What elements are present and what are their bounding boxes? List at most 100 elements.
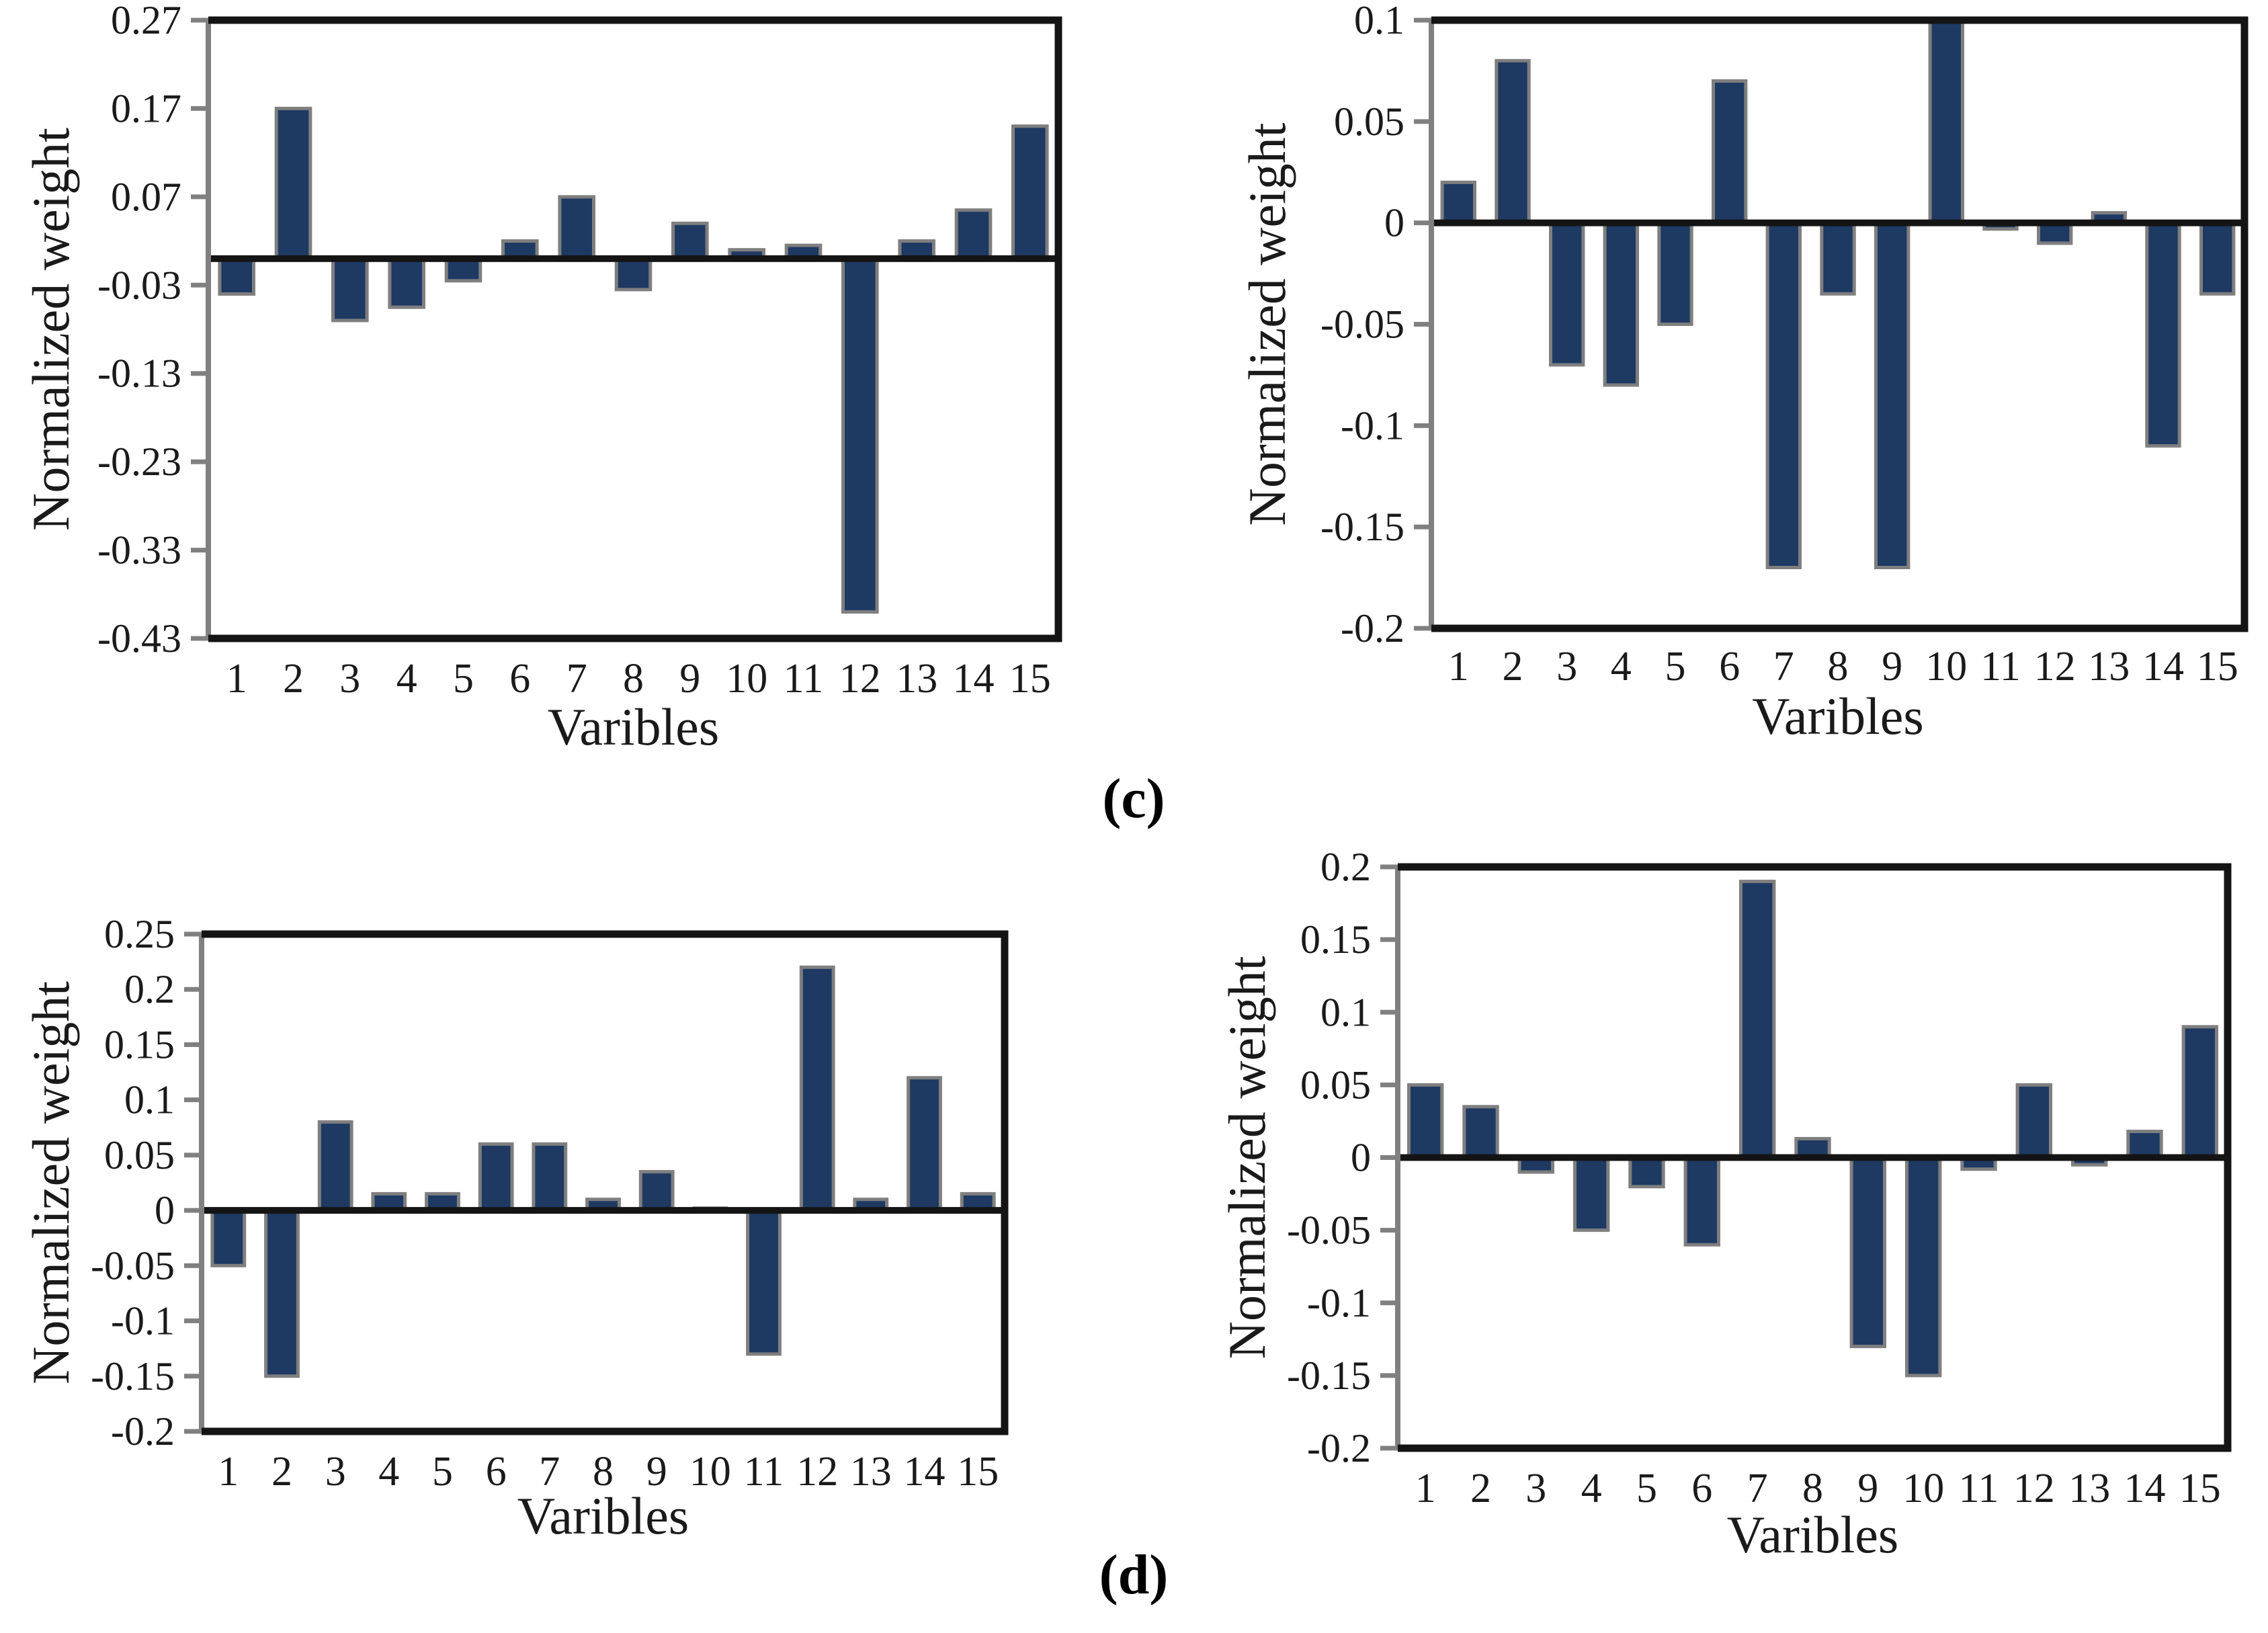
bar-1 xyxy=(210,1208,247,1267)
y-tick-label: -0.2 xyxy=(1307,1426,1371,1470)
x-tick-label: 7 xyxy=(1747,1466,1768,1511)
x-tick-label: 10 xyxy=(726,656,767,702)
x-tick-label: 9 xyxy=(1882,644,1902,689)
x-tick-label: 7 xyxy=(539,1449,560,1495)
y-tick-label: 0.17 xyxy=(111,86,181,130)
x-tick-label: 6 xyxy=(1691,1466,1712,1511)
y-tick-label: -0.05 xyxy=(1320,302,1404,347)
x-tick-label: 6 xyxy=(1719,644,1740,689)
bar-8 xyxy=(1820,221,1856,296)
x-tick-label: 13 xyxy=(850,1449,892,1495)
x-tick-label: 11 xyxy=(1980,644,2021,689)
x-tick-label: 14 xyxy=(2142,644,2184,689)
bar-4 xyxy=(1573,1156,1610,1232)
x-tick-label: 8 xyxy=(593,1449,614,1495)
panel-label-d: (d) xyxy=(1099,1544,1169,1606)
y-tick-label: -0.15 xyxy=(91,1354,175,1398)
y-tick-label: 0.25 xyxy=(104,912,175,956)
x-tick-label: 14 xyxy=(953,656,995,702)
bar-14 xyxy=(2145,221,2181,448)
x-tick-label: 15 xyxy=(2179,1466,2221,1511)
x-tick-label: 5 xyxy=(1636,1466,1657,1511)
x-tick-label: 8 xyxy=(1828,644,1849,689)
bar-7 xyxy=(558,195,596,261)
bar-chart-c-left: 0.27 0.17 0.07 -0.03 -0.13 -0.23 -0.33 -0.43 1 2 3… xyxy=(20,0,1089,766)
y-tick-label: -0.03 xyxy=(97,263,181,307)
bar-12 xyxy=(2037,221,2073,245)
x-tick-label: 5 xyxy=(432,1449,453,1495)
y-tick-label: 0.2 xyxy=(1320,845,1371,889)
x-tick-label: 11 xyxy=(1959,1466,1999,1511)
x-tick-label: 13 xyxy=(896,656,937,702)
bar-7 xyxy=(1739,880,1776,1159)
x-tick-label: 9 xyxy=(679,656,700,702)
x-tick-label: 7 xyxy=(566,656,587,702)
bar-3 xyxy=(331,257,369,323)
x-tick-label: 3 xyxy=(1556,644,1577,689)
chart-canvas: 0.250.20.150.10.050-0.05-0.1-0.15-0.21 2 3… xyxy=(22,912,1009,1545)
bar-1 xyxy=(1440,180,1477,225)
bar-chart-d-right: 0.2 0.15 0.1 0.05 0 -0.05 -0.1 -0.15 -0.2 1 2 3 4 5 6 7… xyxy=(1203,793,2268,1573)
x-tick-label: 6 xyxy=(509,656,530,702)
x-tick-label: 2 xyxy=(1470,1466,1491,1511)
x-tick-label: 14 xyxy=(904,1449,946,1495)
bar-12 xyxy=(799,965,835,1212)
y-tick-label: -0.43 xyxy=(97,616,181,661)
y-tick-label: -0.2 xyxy=(1341,606,1404,651)
x-tick-label: 15 xyxy=(1009,656,1051,702)
bar-12 xyxy=(2015,1083,2052,1159)
y-tick-label: 0.05 xyxy=(104,1133,175,1177)
y-axis-label: Normalized weight xyxy=(22,128,80,531)
y-axis-label: Normalized weight xyxy=(1218,956,1276,1359)
bar-5 xyxy=(1628,1156,1665,1189)
x-tick-label: 12 xyxy=(2013,1466,2055,1511)
y-tick-label: -0.33 xyxy=(97,528,181,573)
y-tick-label: 0.27 xyxy=(111,0,181,42)
y-tick-label: 0 xyxy=(155,1188,175,1232)
y-tick-label: 0.07 xyxy=(111,175,181,219)
x-tick-label: 5 xyxy=(453,656,474,702)
bar-10 xyxy=(1905,1156,1942,1378)
x-tick-label: 12 xyxy=(839,656,881,702)
x-tick-label: 14 xyxy=(2124,1466,2166,1511)
plot-frame xyxy=(1431,16,2249,632)
x-tick-label: 7 xyxy=(1773,644,1794,689)
bar-7 xyxy=(1765,221,1802,569)
x-tick-label: 8 xyxy=(1802,1466,1823,1511)
bar-4 xyxy=(388,257,426,309)
plot-frame xyxy=(202,930,1009,1435)
x-tick-label: 10 xyxy=(1925,644,1967,689)
y-tick-label: -0.23 xyxy=(97,439,181,484)
y-tick-label: -0.1 xyxy=(111,1299,175,1343)
y-tick-label: 0.05 xyxy=(1334,99,1404,144)
bar-3 xyxy=(317,1120,353,1212)
plot-frame xyxy=(1398,863,2232,1452)
y-tick-label: -0.15 xyxy=(1320,505,1404,549)
chart-canvas: 0.20.150.10.050-0.05-0.1-0.15-0.21 2 3 4 5 6 7… xyxy=(1218,845,2232,1564)
bar-5 xyxy=(1657,221,1693,327)
bar-14 xyxy=(907,1076,942,1212)
x-tick-label: 10 xyxy=(1902,1466,1944,1511)
x-axis-label: Varibles xyxy=(1727,1505,1899,1564)
bar-1 xyxy=(218,257,255,296)
x-tick-label: 4 xyxy=(1581,1466,1602,1511)
x-tick-label: 8 xyxy=(623,656,644,702)
y-axis-label: Normalized weight xyxy=(22,981,80,1384)
x-tick-label: 1 xyxy=(1448,644,1469,689)
bar-1 xyxy=(1407,1083,1444,1159)
y-tick-label: 0.1 xyxy=(1354,0,1404,42)
bar-6 xyxy=(1683,1156,1720,1247)
bar-15 xyxy=(2181,1025,2218,1159)
bar-11 xyxy=(746,1208,782,1356)
x-tick-label: 11 xyxy=(784,656,824,702)
chart-canvas: 0.10.050-0.05-0.1-0.15-0.21 2 3 4 5 6 7 8 9 10 11 1… xyxy=(1238,0,2249,745)
bar-2 xyxy=(274,106,312,261)
x-tick-label: 12 xyxy=(2034,644,2076,689)
x-tick-label: 10 xyxy=(689,1449,731,1495)
bar-14 xyxy=(2126,1130,2163,1160)
bar-2 xyxy=(1462,1105,1499,1159)
bar-14 xyxy=(954,208,993,261)
y-tick-label: -0.15 xyxy=(1287,1353,1371,1398)
y-tick-label: 0.15 xyxy=(1300,917,1371,962)
y-tick-label: -0.05 xyxy=(91,1243,175,1288)
